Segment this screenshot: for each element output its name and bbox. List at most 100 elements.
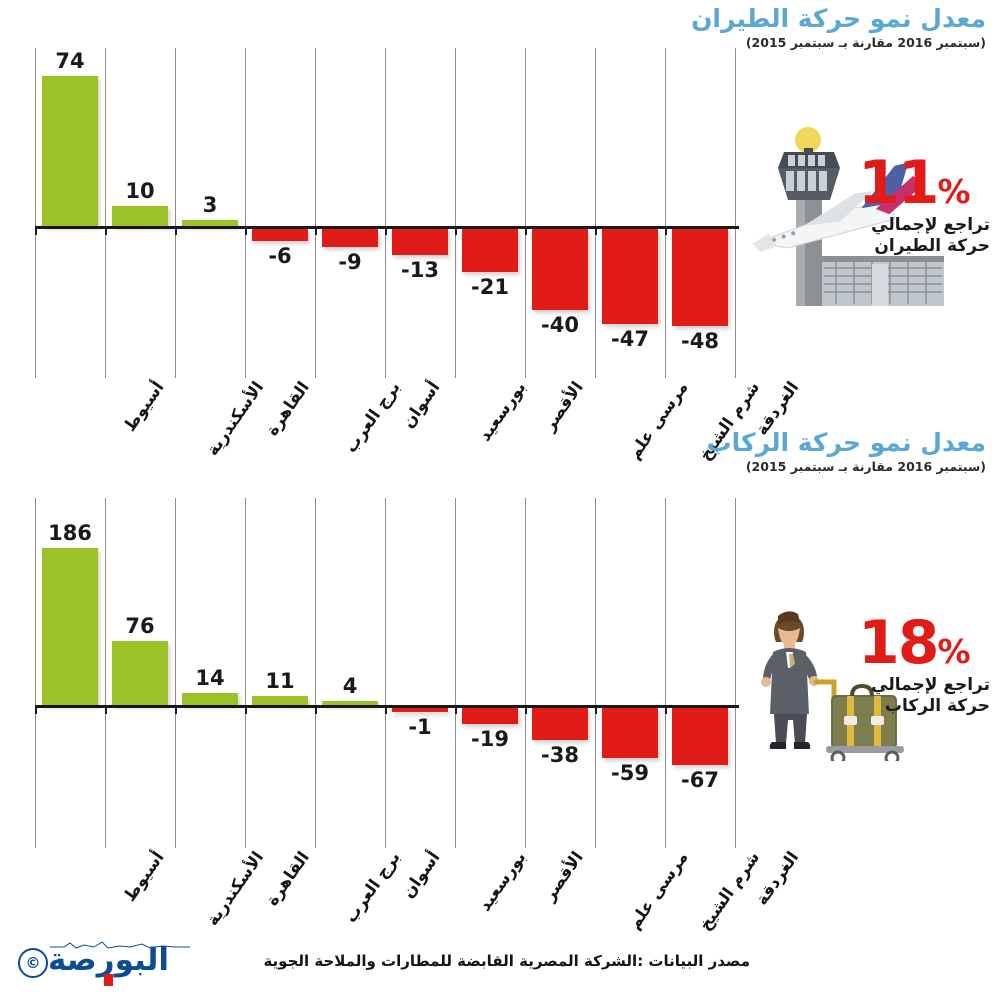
passenger-percent-symbol: % [937, 632, 971, 671]
axis-tick [315, 705, 317, 714]
category-label: برج العرب [341, 848, 404, 927]
gridline [245, 498, 246, 848]
value-label: -9 [338, 250, 362, 275]
axis-tick [525, 226, 527, 235]
category-label: أسيوط [119, 848, 168, 905]
category-label: الأسكندرية [202, 378, 268, 460]
value-label: 10 [125, 178, 155, 203]
bar-شرم الشيخ[interactable] [602, 708, 658, 758]
bar-أسيوط[interactable] [42, 75, 98, 226]
gridline [665, 498, 666, 848]
axis-tick [315, 226, 317, 235]
source-note: مصدر البيانات :الشركة المصرية القابضة لل… [263, 952, 750, 970]
category-label: أسيوط [119, 378, 168, 435]
gridline [35, 48, 36, 378]
bar-أسوان[interactable] [322, 229, 378, 248]
flight-callout-percent: % 11 [858, 153, 990, 213]
axis-tick [245, 226, 247, 235]
value-label: 186 [48, 520, 92, 545]
axis-tick [35, 705, 37, 714]
category-label: القاهرة [262, 848, 313, 910]
gridline [175, 48, 176, 378]
value-label: -21 [471, 274, 509, 299]
passenger-traffic-chart: 186 أسيوط 76 الأسكندرية 14 القاهرة 11 برج العرب… [0, 470, 802, 940]
category-label: مرسى علم [624, 378, 692, 463]
logo-wave-icon [50, 941, 190, 949]
chart1-title: معدل نمو حركة الطيران [691, 4, 986, 33]
category-label: بورسعيد [474, 848, 530, 915]
axis-tick [595, 705, 597, 714]
value-label: 14 [195, 666, 225, 691]
passenger-callout-line2: حركة الركاب [884, 695, 990, 716]
bar-الأسكندرية[interactable] [112, 640, 168, 705]
logo-accent-bar [104, 974, 113, 986]
chart2-subtitle: (سبتمبر 2016 مقارنة بـ سبتمبر 2015) [745, 459, 986, 475]
passenger-callout-percent: % 18 [858, 608, 990, 678]
bar-أسيوط[interactable] [42, 547, 98, 705]
axis-tick [175, 226, 177, 235]
value-label: 76 [125, 613, 155, 638]
category-label: مرسى علم [624, 848, 692, 933]
bar-بورسعيد[interactable] [392, 708, 448, 712]
category-label: أسوان [398, 848, 444, 902]
passenger-callout-line1: تراجع لإجمالي [871, 675, 990, 696]
logo-wordmark: البورصة [48, 942, 170, 978]
gridline [455, 48, 456, 378]
chart1-subtitle: (سبتمبر 2016 مقارنة بـ سبتمبر 2015) [745, 35, 986, 51]
category-label: بورسعيد [474, 378, 530, 445]
bar-القاهرة[interactable] [182, 219, 238, 226]
value-label: -59 [611, 760, 649, 785]
value-label: -6 [268, 244, 292, 269]
bar-الأسكندرية[interactable] [112, 205, 168, 226]
gridline [385, 48, 386, 378]
axis-tick [455, 705, 457, 714]
bar-شرم الشيخ[interactable] [602, 229, 658, 325]
value-label: 74 [55, 48, 85, 73]
value-label: -38 [541, 743, 579, 768]
bar-بورسعيد[interactable] [392, 229, 448, 256]
bar-الأقصر[interactable] [462, 229, 518, 272]
value-label: 4 [342, 674, 358, 698]
axis-tick [595, 226, 597, 235]
bar-مرسى علم[interactable] [532, 708, 588, 741]
axis-tick [455, 226, 457, 235]
passenger-percent-number: 18 [858, 608, 939, 678]
gridline [245, 48, 246, 378]
category-label: أسوان [398, 378, 444, 432]
category-label: برج العرب [341, 378, 404, 457]
value-label: -1 [408, 715, 432, 739]
flight-callout-line2: حركة الطيران [874, 235, 990, 256]
category-label: الأقصر [539, 848, 587, 905]
gridline [105, 48, 106, 378]
airport-control-tower-plane-icon [752, 127, 944, 306]
bar-القاهرة[interactable] [182, 693, 238, 705]
value-label: 3 [202, 192, 218, 217]
bar-الغردقة[interactable] [672, 229, 728, 327]
flight-percent-symbol: % [937, 172, 971, 211]
gridline [315, 498, 316, 848]
bar-أسوان[interactable] [322, 701, 378, 705]
axis-tick [175, 705, 177, 714]
gridline [35, 498, 36, 848]
value-label: 11 [265, 668, 295, 693]
value-label: -48 [681, 329, 719, 354]
bar-مرسى علم[interactable] [532, 229, 588, 311]
bar-برج العرب[interactable] [252, 229, 308, 242]
chart1-title-block: معدل نمو حركة الطيران (سبتمبر 2016 مقارن… [691, 4, 986, 51]
bar-الغردقة[interactable] [672, 708, 728, 765]
axis-tick [665, 705, 667, 714]
axis-tick [525, 705, 527, 714]
axis-tick [245, 705, 247, 714]
axis-tick [385, 705, 387, 714]
value-label: -47 [611, 327, 649, 352]
gridline [735, 498, 736, 848]
gridline [455, 498, 456, 848]
chart2-title-block: معدل نمو حركة الركاب (سبتمبر 2016 مقارنة… [707, 429, 986, 475]
axis-tick [105, 705, 107, 714]
gridline [105, 498, 106, 848]
bar-برج العرب[interactable] [252, 695, 308, 705]
axis-tick [665, 226, 667, 235]
bar-الأقصر[interactable] [462, 708, 518, 725]
zero-axis-line [35, 226, 739, 229]
value-label: -67 [681, 767, 719, 792]
